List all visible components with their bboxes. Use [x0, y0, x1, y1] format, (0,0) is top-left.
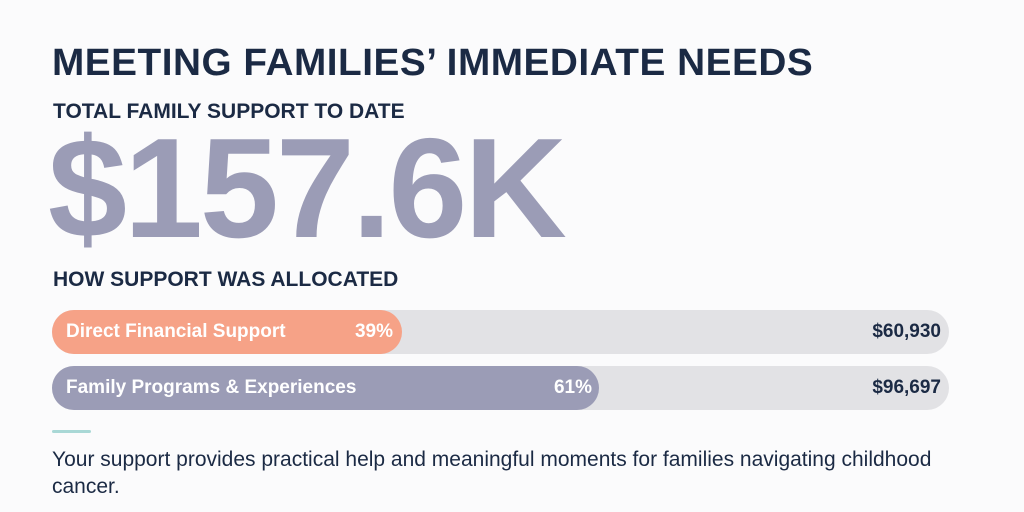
total-support-value: $157.6K [48, 109, 567, 268]
page-title: MEETING FAMILIES’ IMMEDIATE NEEDS [52, 42, 814, 84]
total-support-label: TOTAL FAMILY SUPPORT TO DATE [53, 100, 405, 123]
bar-amount-label: $96,697 [872, 377, 941, 398]
bar-category-label: Family Programs & Experiences [66, 377, 357, 398]
bar-track: Family Programs & Experiences 61% $96,697 [52, 366, 949, 410]
bar-amount-label: $60,930 [872, 321, 941, 342]
bar-fill: Family Programs & Experiences 61% [52, 366, 599, 410]
bar-percent-label: 61% [553, 377, 592, 398]
bar-fill: Direct Financial Support 39% [52, 310, 402, 354]
bar-track: Direct Financial Support 39% $60,930 [52, 310, 949, 354]
bar-percent-label: 39% [354, 321, 393, 342]
divider [52, 430, 91, 433]
footer-text: Your support provides practical help and… [52, 448, 932, 498]
bar-category-label: Direct Financial Support [66, 321, 286, 342]
allocation-heading: HOW SUPPORT WAS ALLOCATED [53, 268, 399, 291]
